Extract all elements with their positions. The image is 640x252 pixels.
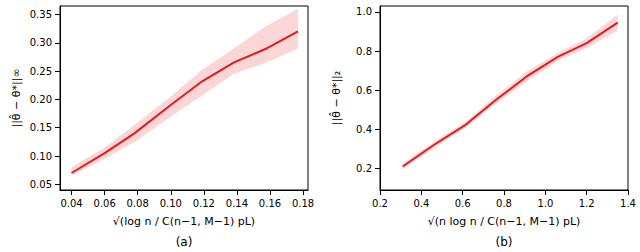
svg-text:1.4: 1.4 — [620, 198, 636, 209]
svg-text:0.10: 0.10 — [30, 151, 52, 162]
svg-text:√(log n / C(n−1, M−1) pL): √(log n / C(n−1, M−1) pL) — [113, 215, 255, 228]
svg-text:0.35: 0.35 — [30, 9, 52, 20]
svg-text:0.20: 0.20 — [30, 94, 52, 105]
svg-text:1.0: 1.0 — [356, 6, 372, 17]
svg-text:0.08: 0.08 — [127, 198, 149, 209]
svg-text:0.05: 0.05 — [30, 179, 52, 190]
svg-text:0.8: 0.8 — [496, 198, 512, 209]
svg-text:||θ̂ − θ*||₂: ||θ̂ − θ*||₂ — [329, 71, 343, 125]
svg-text:0.4: 0.4 — [356, 124, 372, 135]
svg-text:||θ̂ − θ*||∞: ||θ̂ − θ*||∞ — [9, 68, 23, 127]
svg-text:0.2: 0.2 — [372, 198, 388, 209]
svg-text:0.6: 0.6 — [356, 85, 372, 96]
svg-text:0.6: 0.6 — [455, 198, 471, 209]
svg-text:0.15: 0.15 — [30, 122, 52, 133]
svg-text:0.25: 0.25 — [30, 66, 52, 77]
svg-text:0.18: 0.18 — [292, 198, 314, 209]
svg-text:0.8: 0.8 — [356, 46, 372, 57]
svg-text:0.4: 0.4 — [413, 198, 429, 209]
svg-text:0.2: 0.2 — [356, 163, 372, 174]
svg-text:0.10: 0.10 — [160, 198, 182, 209]
svg-text:0.12: 0.12 — [193, 198, 215, 209]
svg-text:(b): (b) — [496, 235, 513, 249]
svg-text:1.2: 1.2 — [579, 198, 595, 209]
svg-text:0.16: 0.16 — [259, 198, 281, 209]
svg-text:0.30: 0.30 — [30, 37, 52, 48]
svg-text:1.0: 1.0 — [537, 198, 553, 209]
svg-text:(a): (a) — [176, 235, 193, 249]
svg-text:0.14: 0.14 — [226, 198, 248, 209]
svg-text:0.06: 0.06 — [94, 198, 116, 209]
svg-text:√(n log n / C(n−1, M−1) pL): √(n log n / C(n−1, M−1) pL) — [428, 215, 581, 228]
svg-text:0.04: 0.04 — [60, 198, 82, 209]
